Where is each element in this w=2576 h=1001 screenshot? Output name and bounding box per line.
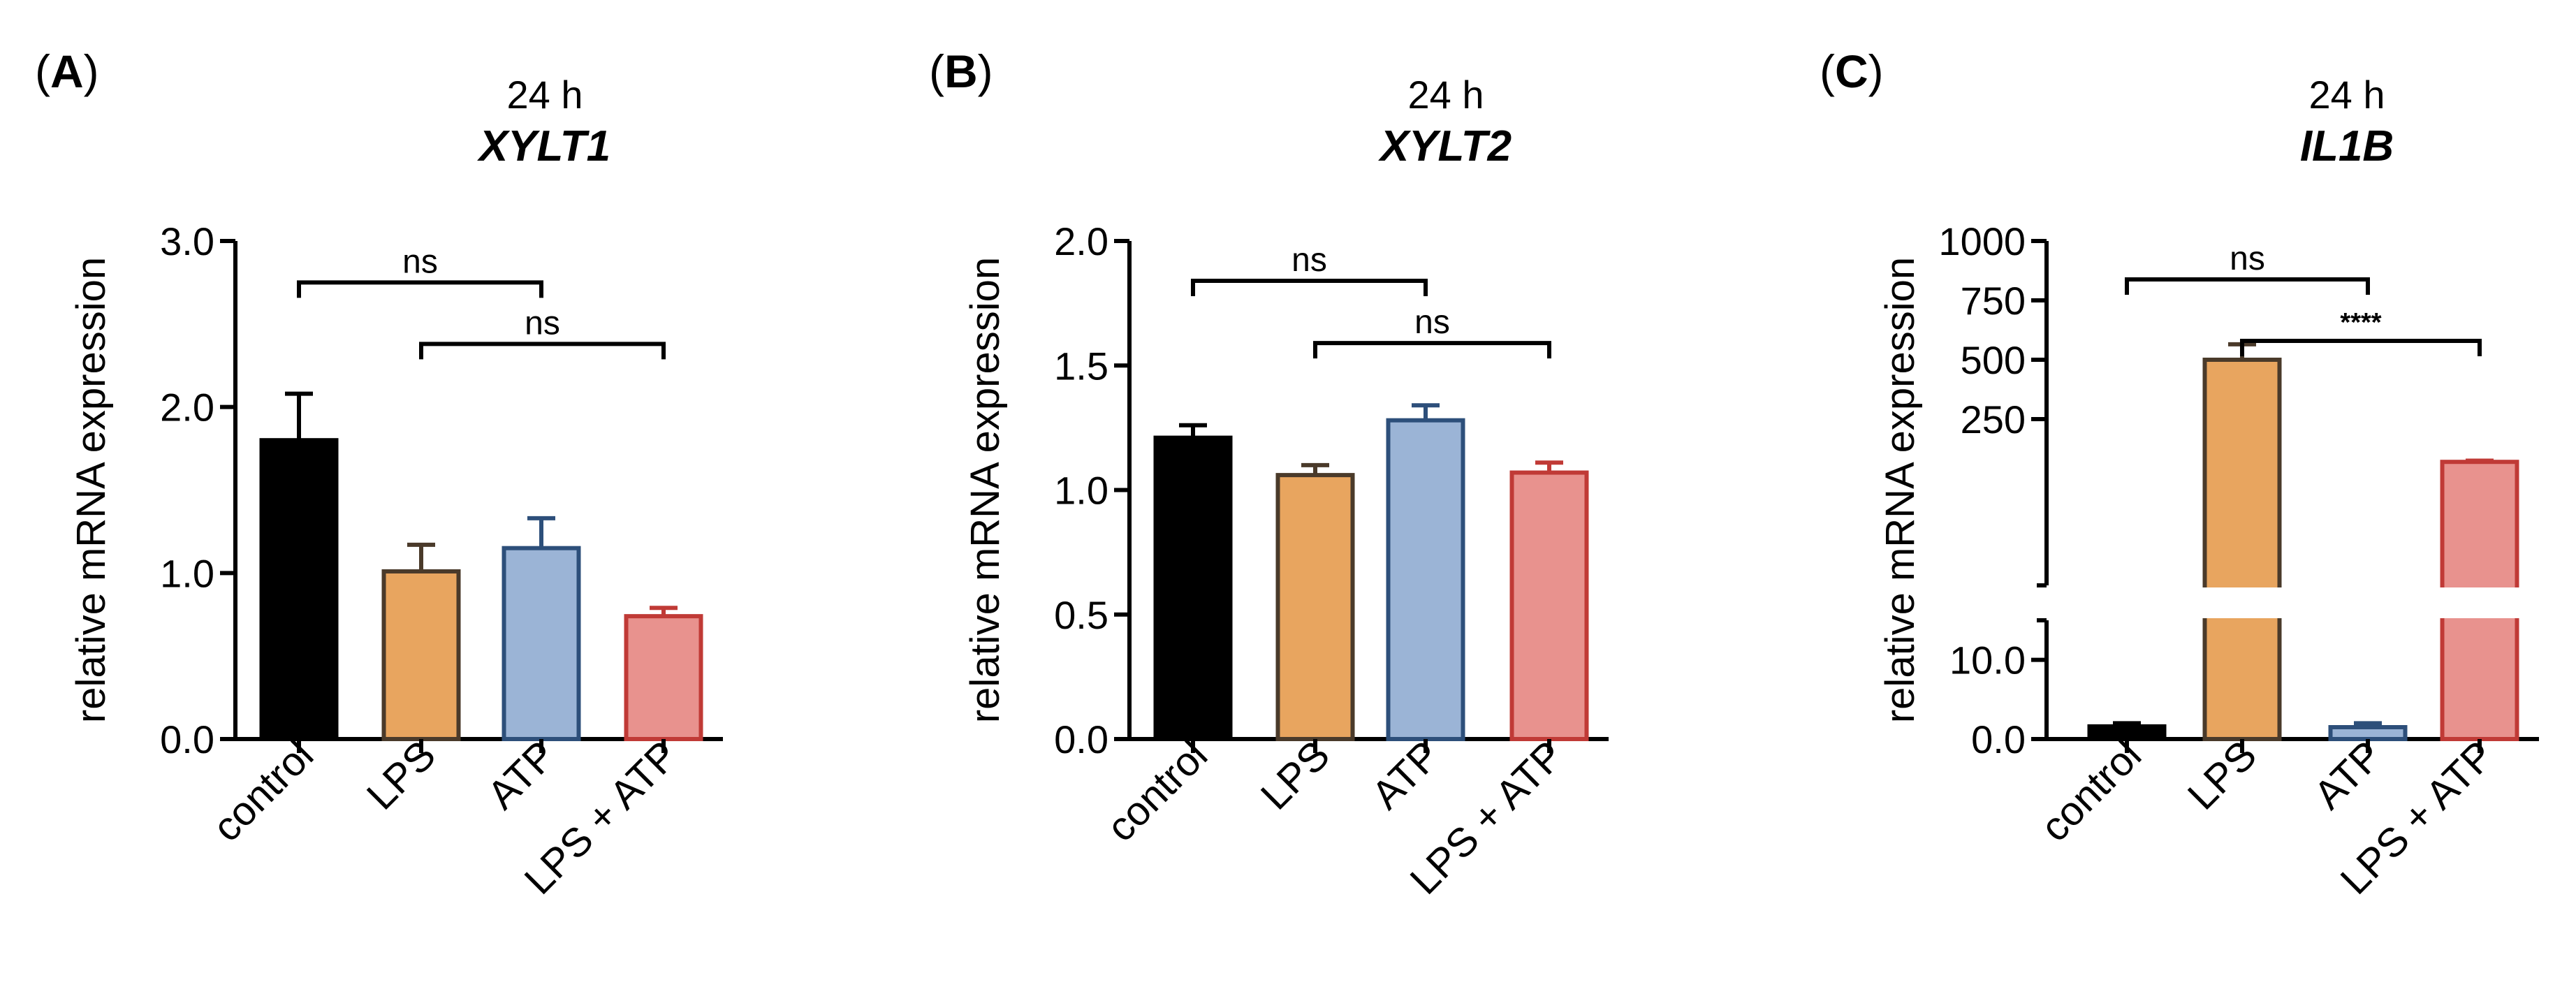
significance-label: ns [1414,304,1450,341]
panel-letter: (B) [929,45,993,97]
panel-paren-close: ) [84,45,99,97]
y-tick-label: 10.0 [1949,638,2026,682]
significance-label: ns [402,243,438,280]
bar-atp [2328,725,2408,741]
time-label: 24 h [1408,73,1484,117]
y-tick-label: 1.0 [1054,469,1108,513]
panel-letter-bold: A [50,45,84,97]
significance-label: ns [1291,242,1327,279]
panel-letter-bold: C [1835,45,1868,97]
category-label: LPS [358,732,444,818]
y-tick-label: 0.0 [160,717,214,761]
bar-atp [502,546,581,742]
panel-letter: (A) [35,45,99,97]
significance-bracket [1191,279,1428,297]
y-axis-title: relative mRNA expression [963,257,1008,723]
y-tick-label: 1.5 [1054,344,1108,388]
bar-control [2087,724,2167,742]
significance-bracket [1313,341,1551,359]
category-label: ATP [479,732,565,818]
panel-paren-close: ) [978,45,993,97]
bar-lps [2202,358,2282,741]
category-label: LPS [1252,732,1338,818]
panel-paren-open: ( [929,45,944,97]
significance-bracket [419,342,666,360]
panel-paren-open: ( [35,45,50,97]
panel-c: (C) 24 h IL1B relative mRNA expression 0.0 10… [1820,45,2545,903]
bar-control [1153,435,1233,741]
bar-atp [1386,418,1465,741]
significance-label: ns [2230,240,2265,277]
category-label: LPS [2179,732,2265,818]
gene-title: XYLT1 [477,122,610,170]
panel-paren-close: ) [1868,45,1884,97]
category-label: control [2032,732,2150,850]
category-label: control [1098,732,1216,850]
significance-bracket [297,280,543,298]
gene-title: IL1B [2300,122,2394,170]
y-tick-label: 1.0 [160,551,214,595]
category-label: ATP [1363,732,1449,818]
y-tick-label: 0.5 [1054,593,1108,637]
time-label: 24 h [507,73,583,117]
significance-label: **** [2340,308,2381,337]
panel-letter-bold: B [944,45,978,97]
y-tick-label: 750 [1961,279,2026,323]
category-label: control [204,732,322,850]
bar-lps [381,569,461,741]
bar-lps-atp [1509,470,1589,741]
y-tick-label: 250 [1961,397,2026,441]
y-tick-label: 2.0 [160,386,214,430]
y-axis-title: relative mRNA expression [1878,257,1923,723]
gene-title: XYLT2 [1378,122,1512,170]
category-label: ATP [2306,732,2392,818]
y-tick-label: 0.0 [1971,717,2026,761]
y-tick-label: 500 [1961,338,2026,382]
bar-lps-atp [624,614,703,741]
time-label: 24 h [2309,73,2385,117]
axis-break-gap [2052,587,2545,618]
significance-label: ns [525,305,560,342]
bar-lps [1275,473,1355,741]
y-axis-title: relative mRNA expression [68,257,114,723]
y-tick-label: 0.0 [1054,717,1108,761]
bar-control [259,438,339,741]
y-tick-label: 3.0 [160,219,214,263]
significance-bracket [2240,339,2482,356]
panel-b: (B) 24 h XYLT2 relative mRNA expression 0.0 0… [929,45,1609,903]
y-tick-label: 2.0 [1054,219,1108,263]
panel-letter: (C) [1820,45,1884,97]
panel-a: (A) 24 h XYLT1 relative mRNA expression 0.0 1… [35,45,723,903]
panel-paren-open: ( [1820,45,1835,97]
y-tick-label: 1000 [1938,219,2026,263]
significance-bracket [2125,277,2370,295]
